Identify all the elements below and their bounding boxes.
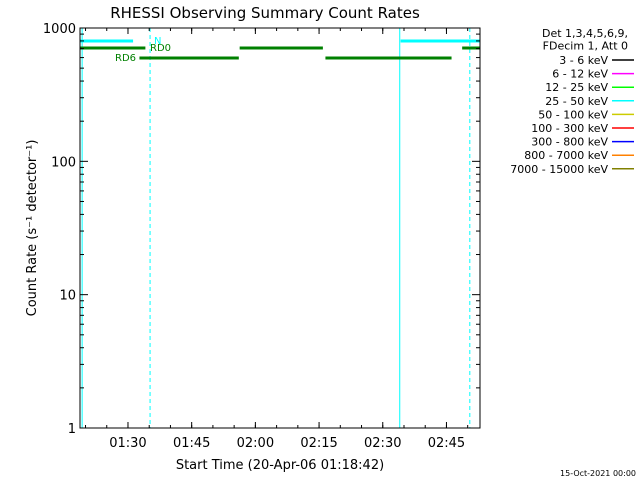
legend-label-4: 25 - 50 keV bbox=[545, 95, 608, 108]
tick-layer: 01:30 01:45 02:00 02:15 02:30 02:45 1 10 100 1000 bbox=[43, 22, 480, 451]
chart-title: RHESSI Observing Summary Count Rates bbox=[110, 4, 420, 22]
x-tick-label-5: 02:30 bbox=[364, 436, 401, 451]
legend-label-8: 800 - 7000 keV bbox=[524, 149, 608, 162]
x-axis-label: Start Time (20-Apr-06 01:18:42) bbox=[176, 458, 384, 473]
x-tick-label-3: 02:00 bbox=[237, 436, 274, 451]
legend: Det 1,3,4,5,6,9,FDecim 1, Att 03 - 6 keV… bbox=[510, 27, 634, 176]
legend-label-1: 3 - 6 keV bbox=[559, 54, 608, 67]
legend-label-3: 12 - 25 keV bbox=[545, 81, 608, 94]
y-tick-label-4: 1000 bbox=[43, 22, 76, 37]
flag-label-rd0: RD0 bbox=[150, 43, 171, 54]
plot-frame bbox=[79, 27, 481, 429]
x-tick-label-1: 01:30 bbox=[109, 436, 146, 451]
y-axis-label: Count Rate (s⁻¹ detector⁻¹) bbox=[25, 140, 40, 317]
x-tick-label-4: 02:15 bbox=[300, 436, 337, 451]
flag-label-rd6: RD6 bbox=[115, 53, 136, 64]
y-tick-label-1: 1 bbox=[68, 422, 76, 437]
footer-date: 15-Oct-2021 00:00 bbox=[560, 469, 636, 478]
marker-layer bbox=[81, 28, 471, 428]
legend-label-9: 7000 - 15000 keV bbox=[510, 163, 608, 176]
legend-label-5: 50 - 100 keV bbox=[538, 108, 608, 121]
x-tick-label-2: 01:45 bbox=[173, 436, 210, 451]
flag-label-n: N bbox=[154, 36, 161, 47]
legend-label-2: 6 - 12 keV bbox=[552, 68, 608, 81]
x-tick-label-6: 02:45 bbox=[428, 436, 465, 451]
y-tick-label-2: 10 bbox=[59, 289, 76, 304]
legend-header-2: FDecim 1, Att 0 bbox=[543, 40, 628, 53]
legend-header-1: Det 1,3,4,5,6,9, bbox=[542, 27, 628, 40]
legend-label-7: 300 - 800 keV bbox=[531, 136, 608, 149]
y-tick-label-3: 100 bbox=[51, 155, 76, 170]
legend-label-6: 100 - 300 keV bbox=[531, 122, 608, 135]
